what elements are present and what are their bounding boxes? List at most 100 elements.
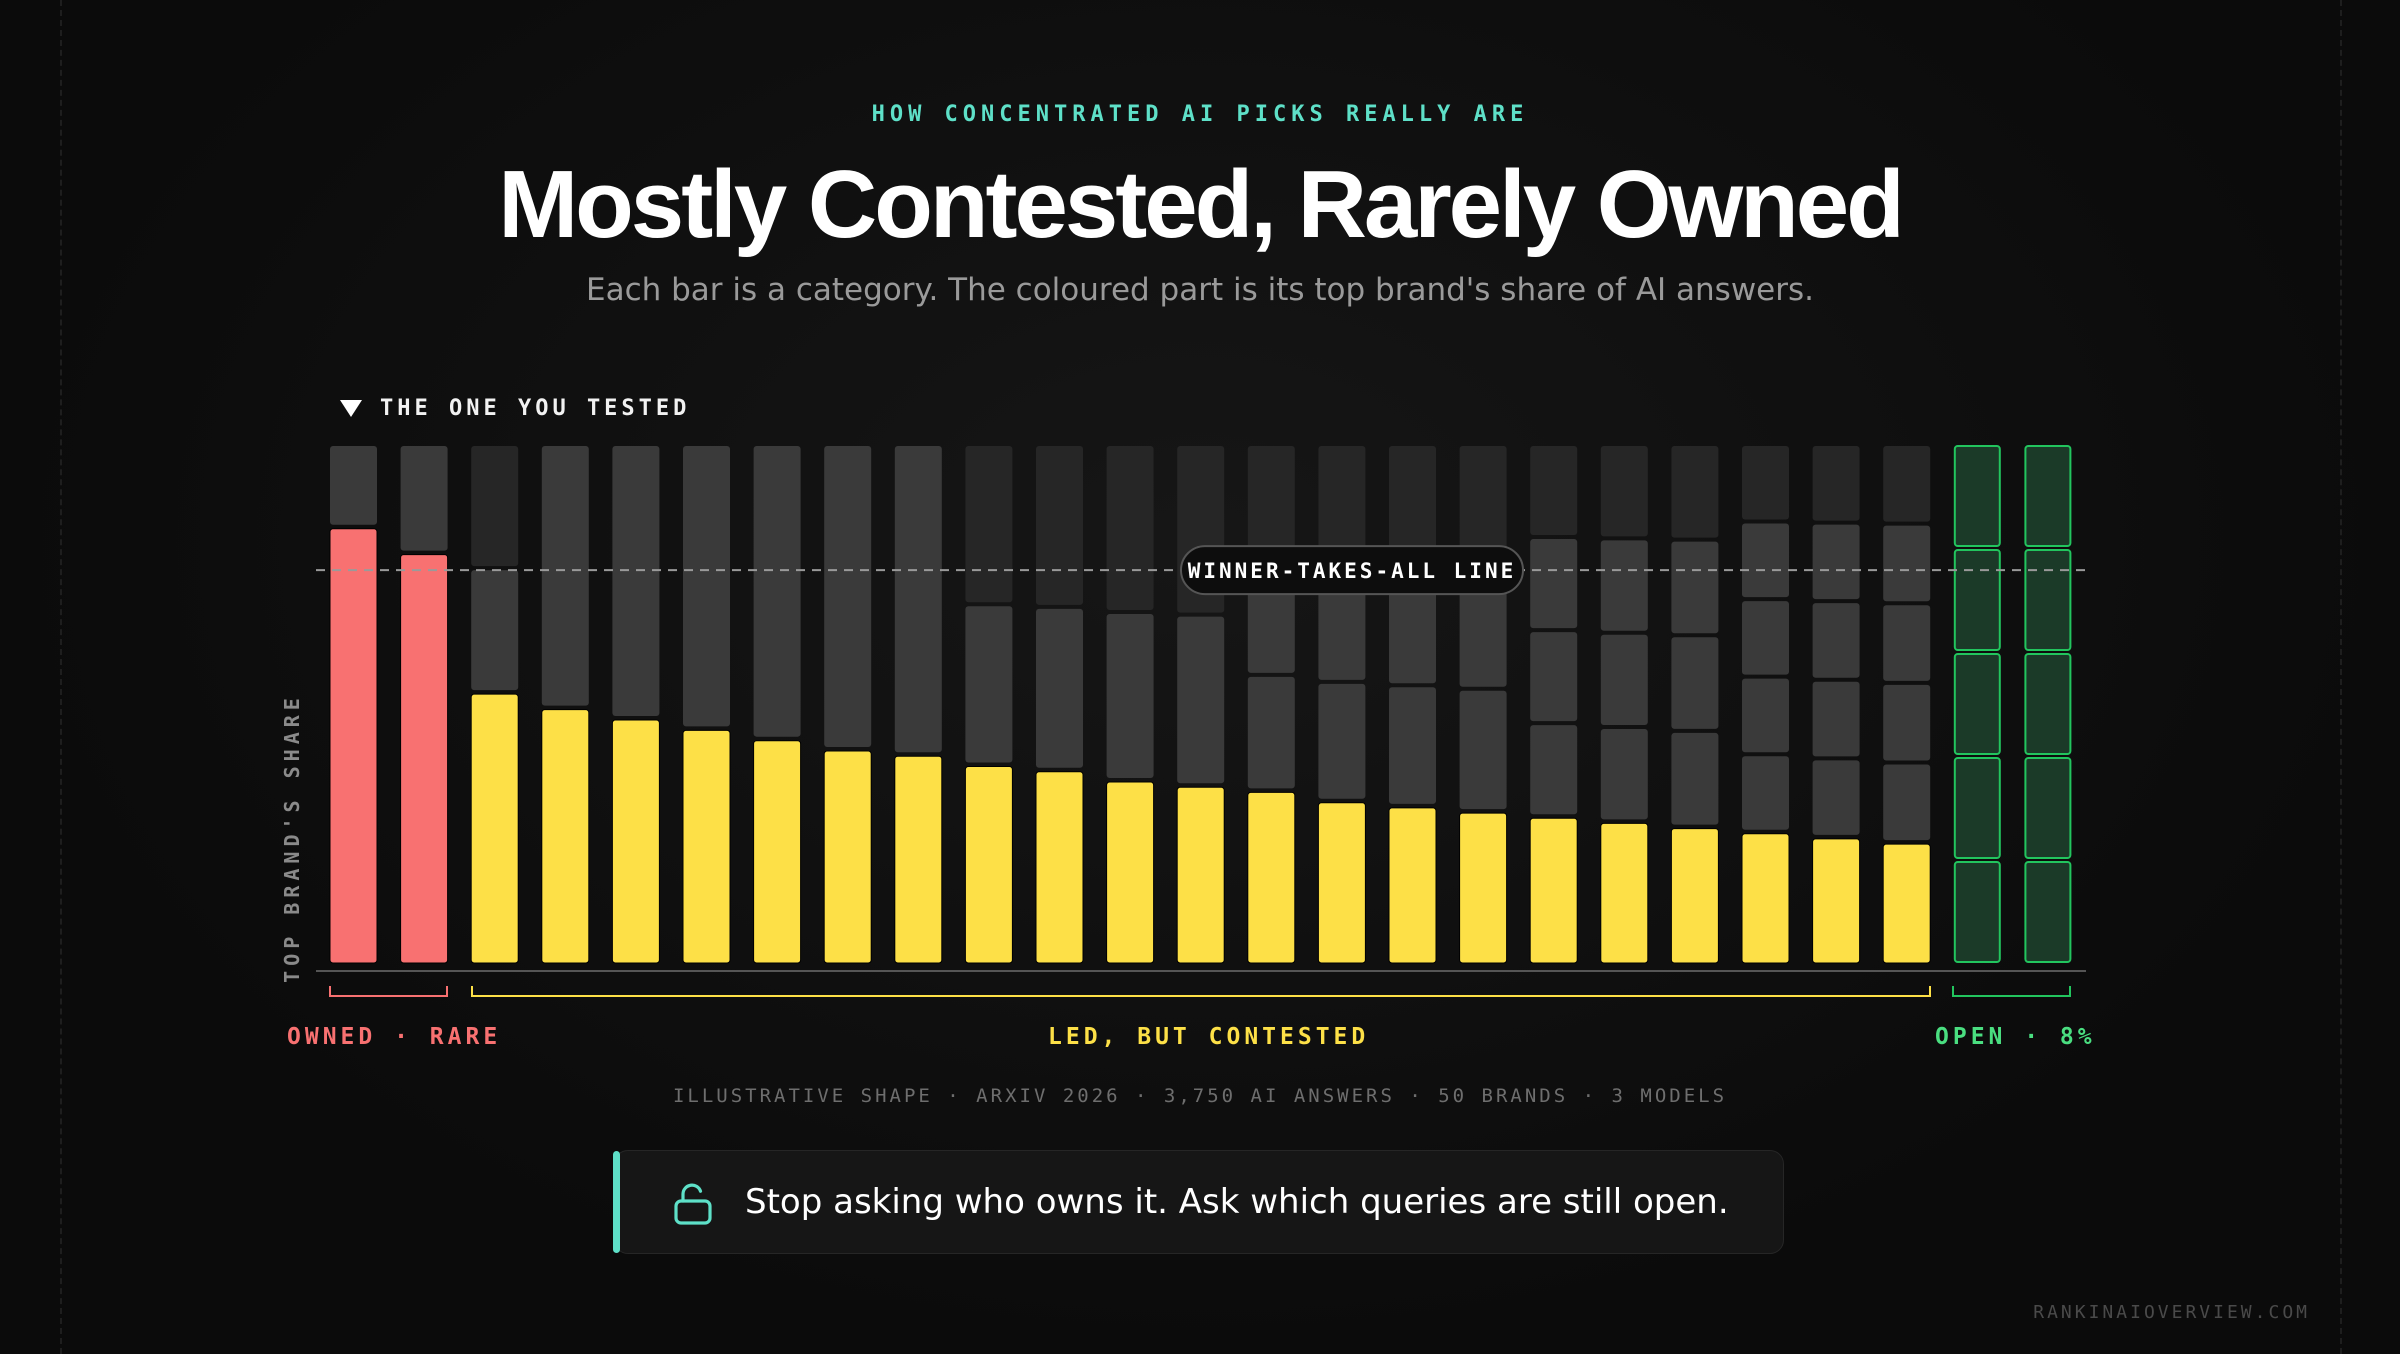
tested-marker-text: THE ONE YOU TESTED (380, 396, 691, 421)
callout-box: Stop asking who owns it. Ask which queri… (613, 1150, 1784, 1254)
remainder-segment (1318, 683, 1366, 799)
share-bar (1388, 807, 1437, 964)
open-bar-segment (1953, 757, 2001, 859)
remainder-segment (1530, 539, 1578, 629)
page-title: Mostly Contested, Rarely Owned (498, 151, 1905, 258)
remainder-segment (1671, 637, 1719, 729)
remainder-segment (965, 446, 1013, 603)
callout-text: Stop asking who owns it. Ask which queri… (745, 1182, 1729, 1222)
share-bar (1812, 838, 1861, 964)
remainder-segment (1600, 446, 1648, 537)
bracket-contested (471, 986, 1931, 997)
unlock-icon (674, 1183, 712, 1225)
open-bar-segment (2024, 653, 2072, 755)
eyebrow-label: HOW CONCENTRATED AI PICKS REALLY ARE (871, 102, 1529, 127)
share-bar (1459, 812, 1508, 964)
share-bar (541, 709, 590, 964)
share-bar (1106, 781, 1155, 964)
share-bar (329, 528, 378, 964)
remainder-segment (753, 446, 801, 737)
remainder-segment (1883, 764, 1931, 841)
remainder-segment (1600, 634, 1648, 726)
bracket-open (1952, 986, 2071, 997)
remainder-segment (1600, 540, 1648, 631)
remainder-segment (894, 446, 942, 753)
share-bar (823, 750, 872, 964)
remainder-segment (1106, 446, 1154, 611)
remainder-segment (471, 570, 519, 691)
share-bar (1176, 786, 1225, 964)
remainder-segment (1177, 616, 1225, 784)
remainder-segment (1742, 678, 1789, 753)
remainder-segment (1318, 446, 1366, 561)
remainder-segment (1883, 605, 1931, 681)
remainder-segment (1600, 729, 1648, 820)
share-bar (682, 729, 731, 964)
remainder-segment (612, 446, 660, 717)
reference-line-pill (1180, 545, 1524, 596)
remainder-segment (1812, 681, 1860, 757)
open-bar-segment (2024, 861, 2072, 963)
remainder-segment (1812, 603, 1860, 678)
remainder-segment (1671, 446, 1719, 538)
share-bar (1882, 843, 1931, 964)
remainder-segment (1742, 601, 1789, 675)
remainder-segment (1530, 632, 1578, 722)
remainder-segment (1812, 524, 1860, 600)
tested-marker-label: THE ONE YOU TESTED (340, 396, 690, 421)
remainder-segment (1247, 676, 1295, 789)
remainder-segment (1883, 525, 1931, 602)
share-bar (470, 693, 519, 964)
remainder-segment (1459, 690, 1507, 810)
remainder-segment (1883, 684, 1931, 761)
remainder-segment (541, 446, 589, 706)
open-bar-segment (1953, 861, 2001, 963)
share-bar (964, 766, 1013, 964)
remainder-segment (471, 446, 519, 567)
remainder-segment (1530, 446, 1578, 536)
share-bar (1741, 833, 1790, 964)
share-bar (753, 740, 802, 964)
callout-accent-bar (613, 1151, 620, 1253)
down-triangle-icon (340, 400, 362, 417)
group-label-open: OPEN · 8% (1935, 1024, 2096, 1050)
remainder-segment (1812, 446, 1860, 521)
remainder-segment (1671, 541, 1719, 634)
remainder-segment (1742, 523, 1789, 598)
remainder-segment (1459, 446, 1507, 565)
site-url: RANKINAIOVERVIEW.COM (2033, 1302, 2310, 1323)
open-bar-segment (1953, 445, 2001, 547)
remainder-segment (1883, 446, 1931, 522)
remainder-segment (824, 446, 872, 748)
group-label-contested: LED, BUT CONTESTED (1048, 1024, 1370, 1050)
share-bar (1247, 791, 1296, 964)
remainder-segment (1389, 446, 1436, 563)
group-label-owned: OWNED · RARE (287, 1024, 502, 1050)
share-bar (400, 554, 449, 964)
open-bar-segment (2024, 549, 2072, 651)
share-bar (1670, 828, 1719, 964)
remainder-segment (1530, 725, 1578, 815)
remainder-segment (1036, 608, 1083, 768)
remainder-segment (1106, 614, 1154, 779)
remainder-segment (400, 446, 448, 551)
remainder-segment (683, 446, 730, 727)
share-bar (894, 755, 943, 964)
remainder-segment (1389, 687, 1436, 804)
remainder-segment (1742, 446, 1789, 520)
share-bar (1317, 802, 1366, 964)
reference-line-label: WINNER-TAKES-ALL LINE (1188, 559, 1517, 583)
share-bar (1529, 817, 1578, 964)
remainder-segment (1812, 760, 1860, 835)
right-edge-line (2340, 0, 2342, 1354)
open-bar-segment (2024, 757, 2072, 859)
remainder-segment (1247, 446, 1295, 558)
left-edge-line (60, 0, 62, 1354)
share-bar (1600, 822, 1649, 964)
remainder-segment (330, 446, 377, 525)
share-bar (1035, 771, 1084, 964)
remainder-segment (1459, 568, 1507, 687)
remainder-segment (1671, 732, 1719, 825)
remainder-segment (1036, 446, 1083, 605)
